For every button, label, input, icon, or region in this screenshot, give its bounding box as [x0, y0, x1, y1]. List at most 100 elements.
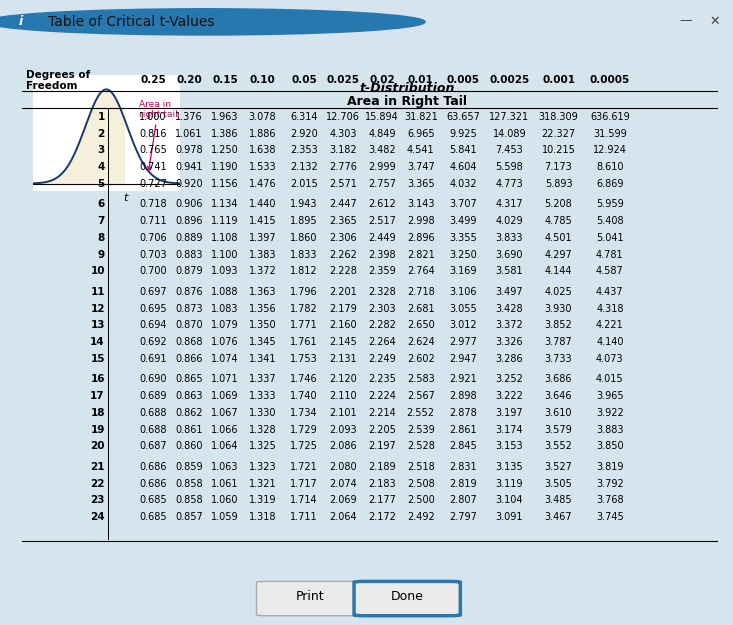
Text: 10.215: 10.215: [542, 146, 575, 156]
Text: 2.101: 2.101: [329, 408, 357, 418]
Text: 2.328: 2.328: [368, 287, 396, 297]
Text: 2.921: 2.921: [449, 374, 477, 384]
Text: 2.977: 2.977: [449, 337, 477, 347]
Text: 21: 21: [90, 462, 105, 472]
Text: 3.686: 3.686: [545, 374, 572, 384]
Text: 5.041: 5.041: [596, 233, 624, 243]
Text: 1.386: 1.386: [211, 129, 239, 139]
Text: 1.059: 1.059: [211, 512, 239, 522]
Text: 2.831: 2.831: [449, 462, 477, 472]
Text: 1.321: 1.321: [248, 479, 276, 489]
Text: 3.104: 3.104: [496, 496, 523, 506]
Text: Freedom: Freedom: [26, 81, 77, 91]
Text: 1.337: 1.337: [248, 374, 276, 384]
Text: 3.922: 3.922: [596, 408, 624, 418]
Text: 2.306: 2.306: [329, 233, 357, 243]
Text: 0.25: 0.25: [140, 74, 166, 84]
Text: 1.076: 1.076: [211, 337, 239, 347]
Text: 3.787: 3.787: [545, 337, 572, 347]
Text: 2.797: 2.797: [449, 512, 477, 522]
Text: 2.517: 2.517: [368, 216, 396, 226]
Text: 9.925: 9.925: [449, 129, 477, 139]
Text: 2.819: 2.819: [449, 479, 477, 489]
Text: 2.807: 2.807: [449, 496, 477, 506]
Text: 15.894: 15.894: [365, 112, 399, 122]
Text: 0.688: 0.688: [139, 408, 167, 418]
Text: Degrees of: Degrees of: [26, 70, 90, 80]
Text: 2.262: 2.262: [329, 249, 357, 259]
Text: 8: 8: [97, 233, 105, 243]
Text: 1.812: 1.812: [290, 266, 318, 276]
Text: 0.711: 0.711: [139, 216, 167, 226]
Text: 0.883: 0.883: [175, 249, 203, 259]
Text: 2.612: 2.612: [368, 199, 396, 209]
Text: 19: 19: [90, 424, 105, 434]
Text: 3.610: 3.610: [545, 408, 572, 418]
Text: 12: 12: [90, 304, 105, 314]
Text: t-Distribution: t-Distribution: [359, 82, 454, 95]
Text: 1.356: 1.356: [248, 304, 276, 314]
Text: 4.140: 4.140: [596, 337, 624, 347]
Text: 0.906: 0.906: [175, 199, 203, 209]
Text: 2.528: 2.528: [407, 441, 435, 451]
Text: 22.327: 22.327: [542, 129, 575, 139]
Text: 3.250: 3.250: [449, 249, 477, 259]
Text: 3.505: 3.505: [545, 479, 572, 489]
Text: Done: Done: [391, 591, 424, 603]
Text: 2.567: 2.567: [407, 391, 435, 401]
Text: 3.850: 3.850: [596, 441, 624, 451]
Text: Area in
right tail: Area in right tail: [139, 100, 177, 170]
Text: 2.821: 2.821: [407, 249, 435, 259]
Text: 0.01: 0.01: [408, 74, 434, 84]
Text: 0.873: 0.873: [175, 304, 203, 314]
Text: 1.711: 1.711: [290, 512, 318, 522]
Text: 0.685: 0.685: [139, 512, 167, 522]
Text: 1.067: 1.067: [211, 408, 239, 418]
Text: 17: 17: [90, 391, 105, 401]
Text: 2.064: 2.064: [329, 512, 357, 522]
Text: 2.999: 2.999: [368, 162, 396, 172]
Text: 3.485: 3.485: [545, 496, 572, 506]
Text: 0.863: 0.863: [175, 391, 203, 401]
Text: 2.080: 2.080: [329, 462, 357, 472]
Text: 1.714: 1.714: [290, 496, 318, 506]
Text: 2.179: 2.179: [329, 304, 357, 314]
Text: 0.865: 0.865: [175, 374, 203, 384]
Text: 11: 11: [90, 287, 105, 297]
Text: 2.235: 2.235: [368, 374, 396, 384]
Text: 4.029: 4.029: [496, 216, 523, 226]
Text: 0.690: 0.690: [139, 374, 167, 384]
Text: 4.318: 4.318: [596, 304, 624, 314]
Text: 4.221: 4.221: [596, 321, 624, 331]
Text: 0.727: 0.727: [139, 179, 167, 189]
Text: 0.687: 0.687: [139, 441, 167, 451]
Text: 1.782: 1.782: [290, 304, 318, 314]
Text: 4.587: 4.587: [596, 266, 624, 276]
Text: 3.078: 3.078: [248, 112, 276, 122]
Text: 2.189: 2.189: [368, 462, 396, 472]
Text: 3.428: 3.428: [496, 304, 523, 314]
Text: 2.500: 2.500: [407, 496, 435, 506]
Text: 2.145: 2.145: [329, 337, 357, 347]
Text: 4.501: 4.501: [545, 233, 572, 243]
Text: 3.499: 3.499: [449, 216, 477, 226]
Text: 0.688: 0.688: [139, 424, 167, 434]
Text: 0.15: 0.15: [212, 74, 238, 84]
Text: 1.440: 1.440: [248, 199, 276, 209]
Text: 3.091: 3.091: [496, 512, 523, 522]
Text: 2.539: 2.539: [407, 424, 435, 434]
Text: ✕: ✕: [710, 14, 720, 28]
Text: 0.05: 0.05: [291, 74, 317, 84]
Text: 0.689: 0.689: [139, 391, 167, 401]
Text: 2.681: 2.681: [407, 304, 435, 314]
Text: 3.252: 3.252: [496, 374, 523, 384]
Text: 0.860: 0.860: [175, 441, 203, 451]
Text: 0.765: 0.765: [139, 146, 167, 156]
Text: 2.282: 2.282: [368, 321, 396, 331]
Text: Area in Right Tail: Area in Right Tail: [347, 95, 467, 108]
Text: 18: 18: [90, 408, 105, 418]
Text: 9: 9: [97, 249, 105, 259]
Text: 2.518: 2.518: [407, 462, 435, 472]
Text: 4.317: 4.317: [496, 199, 523, 209]
Text: 1.079: 1.079: [211, 321, 239, 331]
